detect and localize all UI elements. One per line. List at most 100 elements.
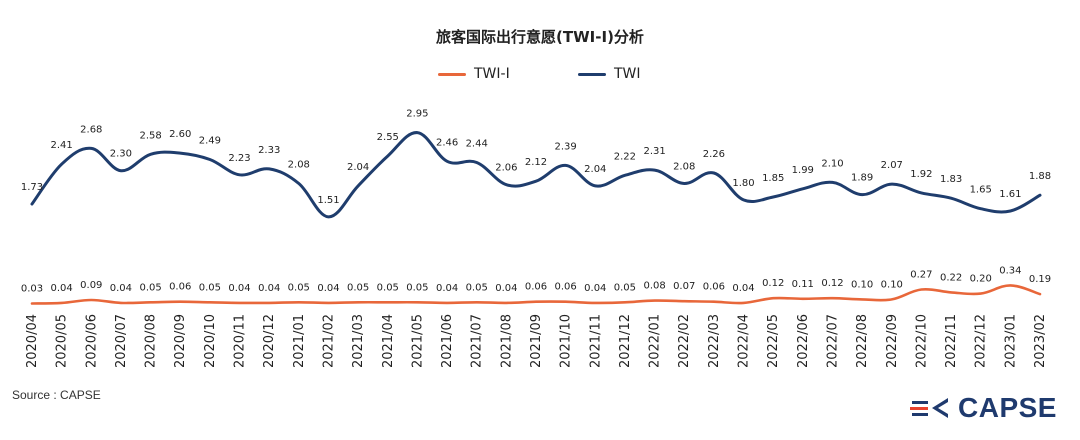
data-label: 1.99 [792, 165, 814, 176]
x-tick-label: 2020/10 [203, 314, 218, 368]
x-tick-label: 2021/12 [618, 314, 633, 368]
legend-swatch-twi-i [438, 72, 466, 76]
data-label: 0.05 [199, 282, 221, 293]
data-label: 0.04 [228, 283, 250, 294]
data-label: 0.05 [406, 282, 428, 293]
x-tick-label: 2022/12 [974, 314, 989, 368]
data-label: 2.58 [139, 130, 161, 141]
data-label: 2.26 [703, 149, 725, 160]
capse-logo-text: CAPSE [958, 392, 1057, 423]
x-tick-label: 2023/02 [1033, 314, 1048, 368]
data-label: 1.65 [970, 185, 992, 196]
data-label: 0.11 [792, 279, 814, 290]
data-label: 0.04 [436, 283, 458, 294]
data-label: 1.51 [317, 195, 339, 206]
x-tick-label: 2020/08 [144, 314, 159, 368]
data-label: 0.20 [970, 274, 992, 285]
x-tick-label: 2022/07 [826, 314, 841, 368]
x-tick-label: 2023/01 [1003, 314, 1018, 368]
data-label: 0.04 [258, 283, 280, 294]
data-label: 2.41 [50, 140, 72, 151]
line-chart: 0.03 0.04 0.09 0.04 0.05 0.06 0.05 0.04 0.04 0.05… [21, 109, 1051, 368]
data-label: 0.27 [910, 270, 932, 281]
data-label: 0.06 [169, 282, 191, 293]
data-label: 2.08 [673, 162, 695, 173]
data-label: 0.05 [288, 282, 310, 293]
data-label: 0.08 [643, 281, 665, 292]
x-tick-label: 2021/09 [529, 314, 544, 368]
data-label: 2.55 [377, 132, 399, 143]
data-label: 2.49 [199, 136, 221, 147]
data-label: 2.46 [436, 137, 458, 148]
data-label: 2.10 [821, 158, 843, 169]
data-label: 0.05 [139, 282, 161, 293]
legend: TWI-I TWI [0, 66, 1080, 90]
x-tick-label: 2022/01 [648, 314, 663, 368]
data-label: 0.04 [495, 283, 517, 294]
data-label: 1.92 [910, 169, 932, 180]
data-label: 1.83 [940, 174, 962, 185]
data-label: 0.05 [614, 282, 636, 293]
data-label: 2.06 [495, 163, 517, 174]
data-label: 0.07 [673, 281, 695, 292]
data-label: 2.31 [643, 146, 665, 157]
x-tick-label: 2020/06 [84, 314, 99, 368]
data-label: 1.89 [851, 173, 873, 184]
data-label: 2.39 [554, 141, 576, 152]
x-tick-label: 2022/10 [914, 314, 929, 368]
source-label: Source : CAPSE [12, 388, 101, 402]
series-line-twi [30, 131, 1042, 219]
x-tick-label: 2021/02 [322, 314, 337, 368]
data-label: 0.05 [347, 282, 369, 293]
x-tick-label: 2021/04 [381, 314, 396, 368]
capse-logo: CAPSE [910, 392, 1070, 426]
data-label: 0.04 [584, 283, 606, 294]
data-label: 0.06 [554, 282, 576, 293]
data-label: 0.04 [732, 283, 754, 294]
data-label: 0.10 [851, 279, 873, 290]
data-label: 2.08 [288, 160, 310, 171]
legend-label-twi-i: TWI-I [474, 66, 510, 82]
x-tick-label: 2020/07 [114, 314, 129, 368]
data-label: 2.33 [258, 145, 280, 156]
x-tick-label: 2022/11 [944, 314, 959, 368]
x-tick-label: 2021/11 [588, 314, 603, 368]
chart-title: 旅客国际出行意愿(TWI-I)分析 [436, 28, 644, 46]
data-label: 2.04 [584, 164, 606, 175]
data-label: 2.95 [406, 109, 428, 120]
x-tick-label: 2020/11 [233, 314, 248, 368]
x-tick-label: 2022/03 [707, 314, 722, 368]
data-label: 0.34 [999, 265, 1021, 276]
data-label: 0.12 [821, 278, 843, 289]
data-label: 0.22 [940, 272, 962, 283]
data-label: 0.05 [377, 282, 399, 293]
data-label: 1.73 [21, 182, 43, 193]
x-tick-label: 2020/05 [55, 314, 70, 368]
x-tick-label: 2022/06 [796, 314, 811, 368]
data-label: 1.61 [999, 189, 1021, 200]
x-tick-label: 2020/04 [25, 314, 40, 368]
x-tick-label: 2022/05 [766, 314, 781, 368]
x-tick-label: 2021/07 [470, 314, 485, 368]
legend-swatch-twi [578, 72, 606, 76]
x-tick-label: 2020/09 [173, 314, 188, 368]
x-tick-label: 2022/09 [885, 314, 900, 368]
x-tick-label: 2021/03 [351, 314, 366, 368]
legend-label-twi: TWI [614, 66, 641, 82]
x-tick-label: 2021/08 [499, 314, 514, 368]
data-label: 2.12 [525, 157, 547, 168]
data-label: 0.05 [466, 282, 488, 293]
x-tick-label: 2021/01 [292, 314, 307, 368]
capse-logo-icon [910, 398, 948, 418]
data-label: 0.12 [762, 278, 784, 289]
data-label: 2.68 [80, 124, 102, 135]
data-label: 1.80 [732, 178, 754, 189]
data-label: 0.19 [1029, 274, 1051, 285]
x-tick-label: 2021/06 [440, 314, 455, 368]
data-label: 2.23 [228, 153, 250, 164]
data-label: 2.60 [169, 129, 191, 140]
x-tick-label: 2022/08 [855, 314, 870, 368]
data-label: 1.88 [1029, 171, 1051, 182]
data-label: 0.06 [703, 282, 725, 293]
data-label: 2.22 [614, 151, 636, 162]
